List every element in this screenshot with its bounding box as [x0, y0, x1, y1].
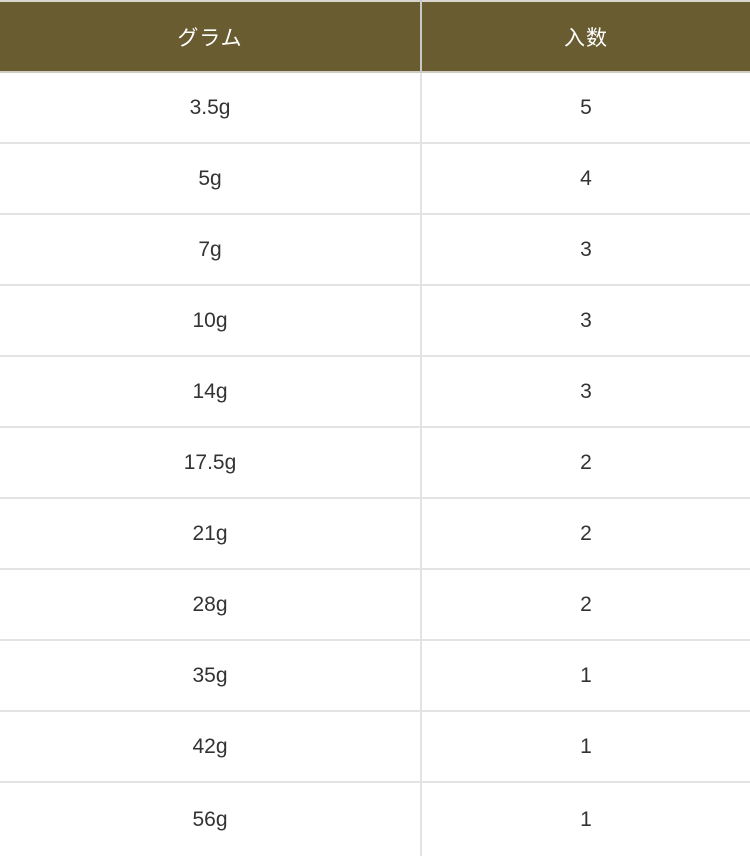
table-row: 28g 2 — [0, 569, 750, 641]
count-cell: 1 — [421, 711, 750, 783]
table-row: 42g 1 — [0, 711, 750, 783]
table-row: 56g 1 — [0, 782, 750, 856]
table-row: 10g 3 — [0, 285, 750, 357]
table-row: 5g 4 — [0, 143, 750, 215]
gram-cell: 17.5g — [0, 427, 422, 499]
table-body: 3.5g 5 5g 4 7g 3 10g 3 14g 3 17.5g 2 21g… — [0, 72, 750, 856]
table-header: グラム 入数 — [0, 1, 750, 73]
gram-cell: 42g — [0, 711, 422, 783]
count-cell: 3 — [421, 285, 750, 357]
gram-cell: 14g — [0, 356, 422, 428]
table-row: 14g 3 — [0, 356, 750, 428]
count-cell: 5 — [421, 72, 750, 144]
gram-cell: 7g — [0, 214, 422, 286]
gram-cell: 28g — [0, 569, 422, 641]
count-cell: 2 — [421, 569, 750, 641]
gram-cell: 35g — [0, 640, 422, 712]
count-cell: 3 — [421, 356, 750, 428]
count-cell: 2 — [421, 427, 750, 499]
count-cell: 1 — [421, 782, 750, 856]
count-cell: 3 — [421, 214, 750, 286]
table-row: 3.5g 5 — [0, 72, 750, 144]
count-cell: 1 — [421, 640, 750, 712]
column-header-gram: グラム — [0, 1, 422, 73]
table-row: 21g 2 — [0, 498, 750, 570]
gram-cell: 10g — [0, 285, 422, 357]
table-row: 35g 1 — [0, 640, 750, 712]
gram-cell: 21g — [0, 498, 422, 570]
count-cell: 2 — [421, 498, 750, 570]
column-header-count: 入数 — [421, 1, 750, 73]
gram-cell: 5g — [0, 143, 422, 215]
header-row: グラム 入数 — [0, 1, 750, 73]
gram-cell: 56g — [0, 782, 422, 856]
gram-cell: 3.5g — [0, 72, 422, 144]
count-cell: 4 — [421, 143, 750, 215]
table-row: 7g 3 — [0, 214, 750, 286]
table-row: 17.5g 2 — [0, 427, 750, 499]
